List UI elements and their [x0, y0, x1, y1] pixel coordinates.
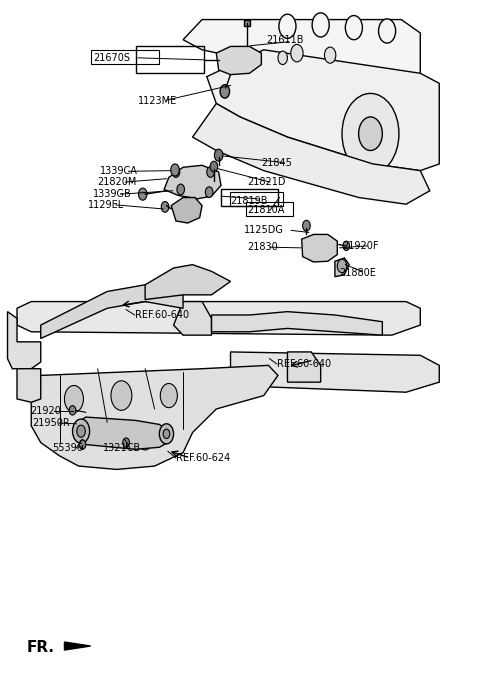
- Text: 21845: 21845: [261, 158, 292, 168]
- Text: 21821D: 21821D: [247, 177, 286, 187]
- Circle shape: [163, 429, 170, 439]
- Circle shape: [220, 85, 229, 98]
- Circle shape: [159, 424, 174, 444]
- Circle shape: [343, 241, 349, 250]
- Text: 21950R: 21950R: [32, 418, 70, 428]
- Circle shape: [345, 16, 362, 40]
- Circle shape: [291, 45, 303, 62]
- Polygon shape: [31, 366, 278, 469]
- Circle shape: [177, 184, 184, 195]
- Circle shape: [379, 19, 396, 43]
- Text: 21611B: 21611B: [266, 35, 303, 45]
- Circle shape: [161, 202, 169, 213]
- Text: REF.60-640: REF.60-640: [135, 310, 189, 320]
- Circle shape: [359, 117, 383, 150]
- Circle shape: [72, 419, 90, 443]
- Polygon shape: [174, 301, 212, 335]
- Bar: [221, 189, 278, 206]
- Text: 21920: 21920: [30, 406, 61, 416]
- Text: 1339GB: 1339GB: [93, 189, 132, 199]
- Text: 1129EL: 1129EL: [88, 200, 124, 210]
- Text: REF.60-640: REF.60-640: [277, 359, 331, 369]
- Circle shape: [138, 188, 147, 200]
- Polygon shape: [216, 47, 261, 74]
- Bar: [91, 51, 159, 64]
- Polygon shape: [301, 234, 337, 262]
- Polygon shape: [76, 417, 171, 450]
- Polygon shape: [171, 198, 202, 223]
- Text: 21820M: 21820M: [97, 177, 137, 187]
- Circle shape: [337, 259, 347, 273]
- Polygon shape: [64, 642, 91, 650]
- Text: 1339CA: 1339CA: [100, 167, 138, 176]
- Circle shape: [210, 161, 218, 172]
- Bar: [229, 192, 283, 206]
- Circle shape: [278, 51, 288, 64]
- Text: 21819B: 21819B: [230, 196, 268, 206]
- Circle shape: [111, 380, 132, 410]
- Polygon shape: [145, 265, 230, 299]
- Text: 1125DG: 1125DG: [244, 225, 284, 236]
- Circle shape: [324, 47, 336, 63]
- Polygon shape: [192, 104, 430, 204]
- Circle shape: [79, 440, 86, 450]
- Bar: [244, 20, 251, 26]
- Text: 21670S: 21670S: [93, 53, 130, 63]
- Circle shape: [342, 93, 399, 174]
- Text: 21880E: 21880E: [340, 267, 376, 278]
- Circle shape: [123, 438, 130, 447]
- Text: 21830: 21830: [247, 242, 278, 253]
- Polygon shape: [288, 352, 321, 382]
- Polygon shape: [17, 369, 41, 402]
- Polygon shape: [164, 165, 221, 199]
- Circle shape: [302, 220, 310, 231]
- Text: 21810A: 21810A: [247, 205, 285, 215]
- Polygon shape: [183, 20, 420, 87]
- Circle shape: [172, 167, 180, 177]
- Polygon shape: [207, 50, 439, 171]
- Circle shape: [171, 164, 179, 176]
- Bar: [136, 47, 204, 73]
- Polygon shape: [335, 258, 349, 277]
- Circle shape: [137, 429, 153, 450]
- Circle shape: [77, 425, 85, 437]
- Text: 55396: 55396: [53, 443, 84, 453]
- Circle shape: [279, 14, 296, 39]
- Circle shape: [207, 167, 215, 177]
- Polygon shape: [8, 311, 41, 369]
- Polygon shape: [41, 285, 183, 338]
- Circle shape: [312, 13, 329, 37]
- Text: 1321CB: 1321CB: [103, 443, 142, 453]
- Circle shape: [91, 422, 105, 443]
- Polygon shape: [17, 301, 420, 335]
- Polygon shape: [230, 352, 439, 392]
- Circle shape: [205, 187, 213, 198]
- Circle shape: [160, 383, 178, 408]
- Text: 1123ME: 1123ME: [138, 97, 177, 106]
- Circle shape: [215, 149, 223, 161]
- Text: FR.: FR.: [26, 640, 55, 655]
- Circle shape: [64, 385, 84, 412]
- Circle shape: [69, 406, 76, 415]
- Text: REF.60-624: REF.60-624: [176, 453, 230, 463]
- Polygon shape: [212, 311, 383, 335]
- Bar: [246, 202, 293, 216]
- Text: 21920F: 21920F: [342, 241, 379, 251]
